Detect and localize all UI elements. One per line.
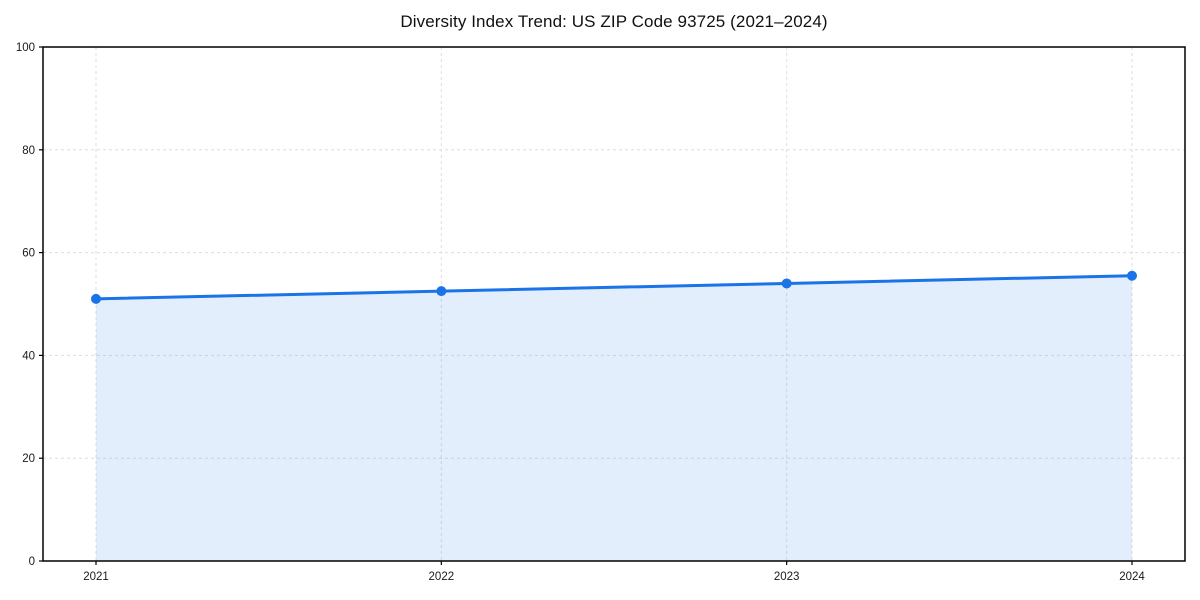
- chart-title: Diversity Index Trend: US ZIP Code 93725…: [400, 12, 828, 31]
- data-point-2021: [91, 293, 101, 304]
- trend-line: [94, 274, 1134, 301]
- plot-frame: [42, 46, 1186, 562]
- y-tick-label: 100: [16, 42, 35, 54]
- x-axis: 2021 2022 2023 2024: [83, 561, 1145, 583]
- x-tick-label: 2024: [1119, 571, 1145, 583]
- gridlines: [43, 47, 1185, 561]
- data-point-2024: [1127, 270, 1137, 281]
- y-tick-label: 40: [22, 350, 35, 362]
- data-point-2023: [781, 278, 792, 289]
- y-axis: 0 20 40 60 80 100: [16, 42, 43, 568]
- data-points: [91, 270, 1137, 304]
- x-tick-label: 2022: [429, 571, 455, 583]
- y-tick-label: 80: [22, 145, 35, 157]
- y-tick-label: 60: [22, 248, 35, 260]
- y-tick-label: 20: [22, 453, 35, 465]
- data-point-2022: [436, 286, 447, 297]
- x-tick-label: 2023: [774, 571, 800, 583]
- area-fill: [96, 275, 1132, 561]
- x-tick-label: 2021: [83, 571, 109, 583]
- y-tick-label: 0: [29, 556, 35, 568]
